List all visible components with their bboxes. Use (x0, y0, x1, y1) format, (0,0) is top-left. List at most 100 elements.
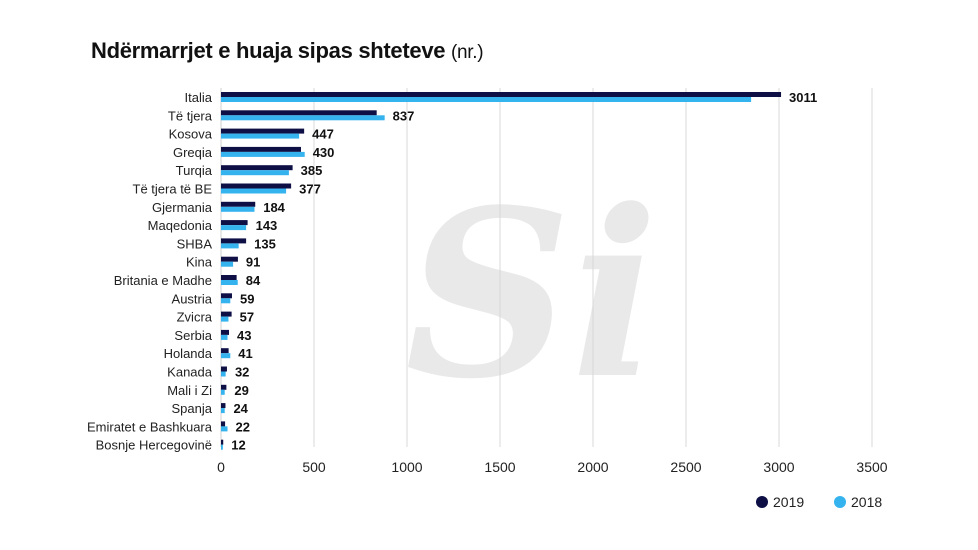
category-label: Mali i Zi (167, 383, 212, 398)
category-label: Italia (185, 90, 213, 105)
value-label: 91 (246, 255, 260, 270)
bar-2019 (221, 128, 305, 134)
value-label: 837 (393, 108, 415, 123)
legend-label-2018: 2018 (851, 494, 882, 510)
value-label: 41 (238, 346, 252, 361)
bar-2019 (221, 421, 226, 427)
bar-2019 (221, 384, 227, 390)
legend: 2019 2018 (756, 494, 882, 510)
legend-marker-2019 (756, 496, 768, 508)
bar-2018 (221, 389, 225, 395)
value-label: 22 (236, 419, 250, 434)
value-labels: 3011 837 447 430 385 377 184 143 135 91 84 59 57 43 41… (231, 90, 817, 453)
bar-2019 (221, 366, 227, 372)
bar-2018 (221, 353, 231, 359)
value-label: 184 (263, 200, 285, 215)
bar-2019 (221, 183, 292, 189)
tick-label: 2000 (577, 459, 608, 475)
tick-label: 3500 (856, 459, 887, 475)
bar-2019 (221, 275, 237, 280)
bar-2019 (221, 165, 293, 171)
value-label: 32 (235, 365, 249, 380)
legend-marker-2018 (834, 496, 846, 508)
bar-2019 (221, 146, 301, 152)
value-label: 24 (233, 401, 248, 416)
category-label: Serbia (174, 328, 212, 343)
value-label: 377 (299, 182, 321, 197)
bar-2019 (221, 201, 256, 207)
category-label: Greqia (173, 145, 213, 160)
category-labels: Italia Të tjera Kosova Greqia Turqia Të tjera… (87, 90, 213, 453)
category-label: Kosova (169, 127, 213, 142)
bar-2018 (221, 316, 229, 322)
bar-2018 (221, 97, 752, 102)
bar-2019 (221, 403, 226, 409)
category-label: Gjermania (152, 200, 213, 215)
category-label: Turqia (176, 163, 213, 178)
category-label: Kina (186, 255, 213, 270)
bar-2019 (221, 293, 232, 299)
bar-2018 (221, 261, 234, 267)
bar-2018 (221, 225, 247, 231)
category-label: Bosnje Hercegovinë (96, 438, 212, 453)
value-label: 57 (240, 310, 254, 325)
bar-2018 (221, 188, 287, 194)
bar-2019 (221, 110, 377, 116)
category-label: Holanda (164, 346, 213, 361)
bar-2018 (221, 426, 228, 432)
tick-label: 500 (302, 459, 326, 475)
category-label: Emiratet e Bashkuara (87, 419, 213, 434)
bar-2018 (221, 444, 223, 450)
bar-2018 (221, 243, 239, 249)
tick-label: 3000 (763, 459, 794, 475)
bar-2018 (221, 334, 228, 340)
bar-2018 (221, 408, 225, 414)
value-label: 12 (231, 438, 245, 453)
value-label: 29 (234, 383, 248, 398)
bar-2019 (221, 92, 782, 97)
bar-2019 (221, 311, 232, 317)
category-label: Britania e Madhe (114, 273, 212, 288)
value-label: 59 (240, 291, 254, 306)
value-label: 430 (313, 145, 335, 160)
category-label: Kanada (167, 365, 213, 380)
bar-2019 (221, 238, 247, 244)
tick-label: 1500 (484, 459, 515, 475)
bar-2019 (221, 348, 229, 354)
bar-2018 (221, 151, 305, 157)
value-label: 385 (301, 163, 323, 178)
tick-label: 2500 (670, 459, 701, 475)
watermark: Si (405, 160, 658, 430)
bar-2018 (221, 133, 300, 139)
value-label: 447 (312, 127, 334, 142)
category-label: Të tjera të BE (133, 182, 213, 197)
bar-2019 (221, 220, 248, 226)
bar-2019 (221, 329, 229, 335)
value-label: 3011 (789, 90, 817, 105)
chart-title-unit: (nr.) (451, 42, 484, 63)
category-label: Të tjera (168, 108, 213, 123)
value-label: 135 (254, 236, 276, 251)
bar-2018 (221, 371, 226, 377)
tick-label: 0 (217, 459, 225, 475)
bar-2018 (221, 115, 385, 121)
value-label: 84 (246, 273, 261, 288)
category-label: Austria (172, 291, 213, 306)
chart-title-text: Ndërmarrjet e huaja sipas shteteve (91, 38, 446, 63)
category-label: Zvicra (177, 310, 213, 325)
bar-2018 (221, 280, 238, 285)
bars (221, 92, 782, 450)
value-label: 143 (256, 218, 278, 233)
bar-2018 (221, 206, 255, 212)
bar-2018 (221, 170, 289, 176)
value-label: 43 (237, 328, 251, 343)
bar-2018 (221, 298, 231, 304)
category-label: Spanja (172, 401, 213, 416)
category-label: SHBA (177, 236, 213, 251)
bar-2019 (221, 256, 238, 262)
legend-label-2019: 2019 (773, 494, 804, 510)
chart-title: Ndërmarrjet e huaja sipas shteteve (nr.) (91, 38, 484, 64)
bar-2019 (221, 439, 224, 445)
x-axis-ticks: 0 500 1000 1500 2000 2500 3000 3500 (217, 459, 888, 475)
